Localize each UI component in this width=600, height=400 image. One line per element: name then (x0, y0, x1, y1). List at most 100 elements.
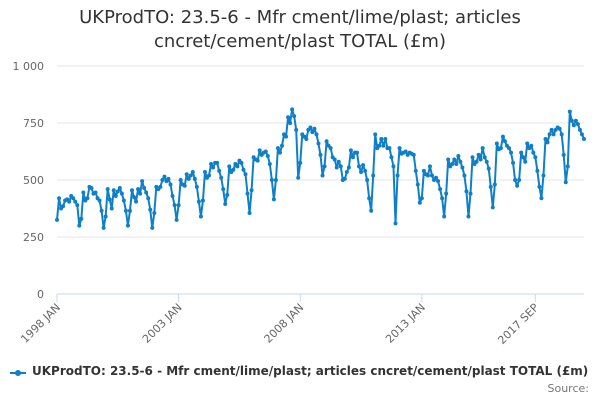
data-point (192, 176, 197, 181)
data-point (166, 176, 171, 181)
data-point (225, 192, 230, 197)
data-point (121, 198, 126, 203)
y-tick-label: 1 000 (13, 60, 45, 73)
x-tick-label: 2017 SEP (495, 301, 541, 347)
data-point (85, 196, 90, 201)
data-point (188, 173, 193, 178)
data-point (99, 208, 104, 213)
data-point (77, 223, 82, 228)
data-point (421, 168, 426, 173)
legend-series-symbol (10, 370, 26, 376)
data-point (123, 208, 128, 213)
data-point (247, 211, 252, 216)
data-point (482, 155, 487, 160)
data-point (162, 174, 167, 179)
data-point (249, 188, 254, 193)
data-point (129, 188, 134, 193)
data-point (411, 152, 416, 157)
data-point (462, 173, 467, 178)
data-point (101, 225, 106, 230)
data-point (284, 134, 289, 139)
data-point (383, 136, 388, 141)
data-point (427, 164, 432, 169)
data-point (440, 196, 445, 201)
data-point (537, 184, 542, 189)
data-point (202, 170, 207, 175)
chart-title-line-1: UKProdTO: 23.5-6 - Mfr cment/lime/plast;… (79, 7, 521, 28)
data-point (565, 164, 570, 169)
data-point (111, 188, 116, 193)
data-point (547, 132, 552, 137)
data-point (361, 163, 366, 168)
data-point (551, 132, 556, 137)
data-point (549, 127, 554, 132)
data-point (292, 114, 297, 119)
data-point (71, 196, 76, 201)
x-tick-label: 1998 JAN (18, 301, 63, 346)
data-point (320, 173, 325, 178)
data-point (535, 168, 540, 173)
x-tick-label: 2008 JAN (262, 301, 307, 346)
data-point (346, 165, 351, 170)
data-point (158, 184, 163, 189)
data-point (557, 126, 562, 131)
data-point (494, 141, 499, 146)
data-point (476, 152, 481, 157)
data-point (209, 162, 214, 167)
data-point (241, 167, 246, 172)
data-point (308, 125, 313, 130)
data-point (543, 136, 548, 141)
data-point (498, 146, 503, 151)
data-point (267, 162, 272, 167)
data-point (294, 127, 299, 132)
legend-series-label[interactable]: UKProdTO: 23.5-6 - Mfr cment/lime/plast;… (32, 364, 589, 378)
data-point (328, 146, 333, 151)
data-point (502, 139, 507, 144)
data-point (348, 148, 353, 153)
data-point (273, 178, 278, 182)
data-point (367, 196, 372, 201)
data-point (559, 132, 564, 137)
data-point (57, 196, 62, 201)
data-point (456, 154, 461, 159)
data-point (227, 164, 232, 169)
data-point (310, 130, 315, 135)
data-point (324, 139, 329, 144)
data-point (174, 217, 179, 222)
data-point (239, 160, 244, 165)
data-point (573, 118, 578, 123)
chart-source: Source: (547, 382, 590, 395)
data-point (484, 159, 489, 164)
data-point (397, 146, 402, 151)
data-point (365, 178, 370, 182)
data-point (363, 168, 368, 173)
data-point (61, 204, 66, 209)
data-point (105, 187, 110, 192)
x-tick-label: 2013 JAN (383, 301, 428, 346)
data-point (377, 143, 382, 148)
data-point (387, 146, 392, 151)
data-point (200, 198, 205, 203)
data-point (403, 149, 408, 154)
data-point (243, 172, 248, 177)
data-point (454, 162, 459, 167)
data-point (140, 179, 145, 184)
data-point (393, 221, 398, 226)
data-point (127, 208, 132, 213)
data-point (334, 165, 339, 170)
data-point (452, 157, 457, 162)
data-point (413, 168, 418, 173)
data-point (286, 115, 291, 120)
data-point (196, 199, 201, 204)
y-tick-label: 250 (23, 231, 44, 244)
data-point (170, 193, 175, 198)
chart-legend[interactable]: UKProdTO: 23.5-6 - Mfr cment/lime/plast;… (10, 364, 595, 384)
data-point (446, 157, 451, 162)
data-point (109, 206, 114, 211)
data-point (419, 196, 424, 201)
series-line (56, 108, 585, 229)
data-point (182, 183, 187, 188)
data-point (75, 203, 80, 208)
data-point (314, 132, 319, 137)
